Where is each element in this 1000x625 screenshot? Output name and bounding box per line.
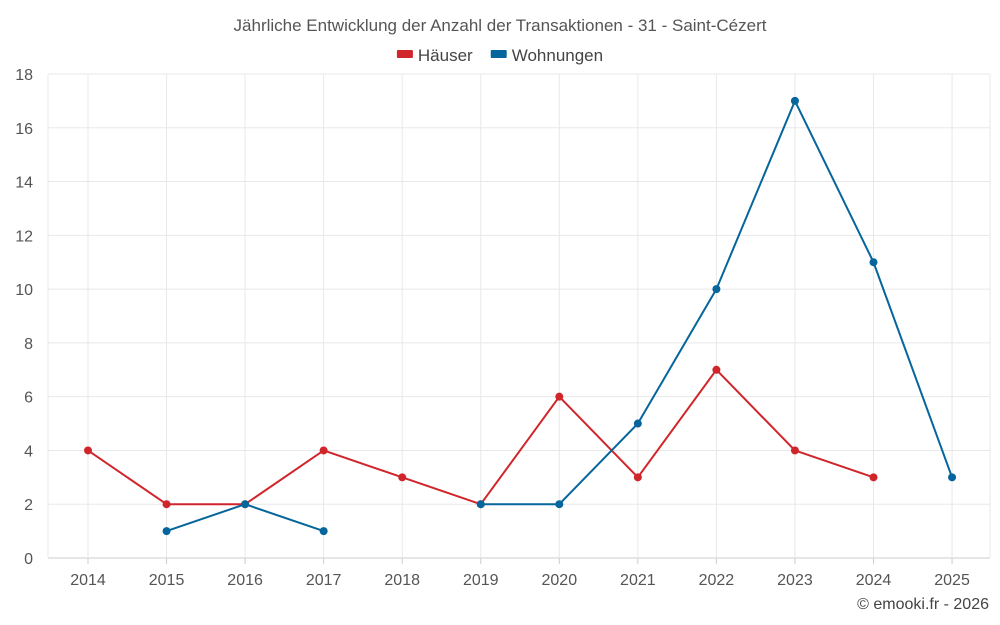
y-tick-label: 6 bbox=[24, 390, 33, 407]
x-tick-label: 2023 bbox=[777, 572, 813, 589]
legend-swatch bbox=[396, 50, 413, 58]
x-axis: 2014 2015 2016 2017 2018 2019 2020 2021 2022 2023… bbox=[70, 558, 970, 589]
data-point[interactable] bbox=[790, 446, 799, 455]
data-point[interactable] bbox=[869, 258, 878, 267]
y-tick-label: 12 bbox=[15, 228, 33, 245]
y-axis: 0 2 4 6 8 10 12 14 16 18 bbox=[15, 67, 33, 568]
data-point[interactable] bbox=[241, 500, 250, 509]
data-point[interactable] bbox=[869, 473, 878, 482]
x-tick-label: 2018 bbox=[384, 572, 420, 589]
y-tick-label: 10 bbox=[15, 282, 33, 299]
data-point[interactable] bbox=[555, 392, 564, 401]
data-point[interactable] bbox=[790, 96, 799, 105]
data-point[interactable] bbox=[319, 446, 328, 455]
data-point[interactable] bbox=[555, 500, 564, 509]
data-point[interactable] bbox=[633, 419, 642, 428]
data-point[interactable] bbox=[948, 473, 957, 482]
x-tick-label: 2025 bbox=[934, 572, 970, 589]
x-tick-label: 2022 bbox=[699, 572, 735, 589]
y-tick-label: 16 bbox=[15, 121, 33, 138]
data-point[interactable] bbox=[712, 285, 721, 294]
y-tick-label: 14 bbox=[15, 175, 33, 192]
data-point[interactable] bbox=[84, 446, 92, 455]
data-point[interactable] bbox=[476, 500, 485, 509]
x-tick-label: 2017 bbox=[306, 572, 342, 589]
data-point[interactable] bbox=[162, 527, 171, 536]
y-tick-label: 18 bbox=[15, 67, 33, 84]
data-point[interactable] bbox=[712, 365, 721, 374]
y-tick-label: 0 bbox=[24, 551, 33, 568]
footer-credit: © emooki.fr - 2026 bbox=[857, 596, 989, 613]
legend-label[interactable]: Wohnungen bbox=[512, 46, 603, 65]
grid bbox=[47, 73, 991, 559]
data-point[interactable] bbox=[633, 473, 642, 482]
series-wohnungen bbox=[162, 96, 957, 536]
legend-label[interactable]: Häuser bbox=[418, 46, 473, 65]
legend-swatch bbox=[490, 50, 507, 58]
x-tick-label: 2015 bbox=[149, 572, 185, 589]
x-tick-label: 2021 bbox=[620, 572, 656, 589]
chart-title: Jährliche Entwicklung der Anzahl der Tra… bbox=[234, 16, 767, 35]
x-tick-label: 2020 bbox=[542, 572, 578, 589]
y-tick-label: 8 bbox=[24, 336, 33, 353]
x-tick-label: 2019 bbox=[463, 572, 499, 589]
series-layer bbox=[84, 96, 957, 536]
y-tick-label: 2 bbox=[24, 497, 33, 514]
data-point[interactable] bbox=[162, 500, 171, 509]
x-tick-label: 2016 bbox=[227, 572, 263, 589]
y-tick-label: 4 bbox=[24, 443, 33, 460]
legend: Häuser Wohnungen bbox=[396, 46, 603, 65]
data-point[interactable] bbox=[398, 473, 407, 482]
x-tick-label: 2014 bbox=[70, 572, 106, 589]
x-tick-label: 2024 bbox=[856, 572, 892, 589]
data-point[interactable] bbox=[319, 527, 328, 536]
